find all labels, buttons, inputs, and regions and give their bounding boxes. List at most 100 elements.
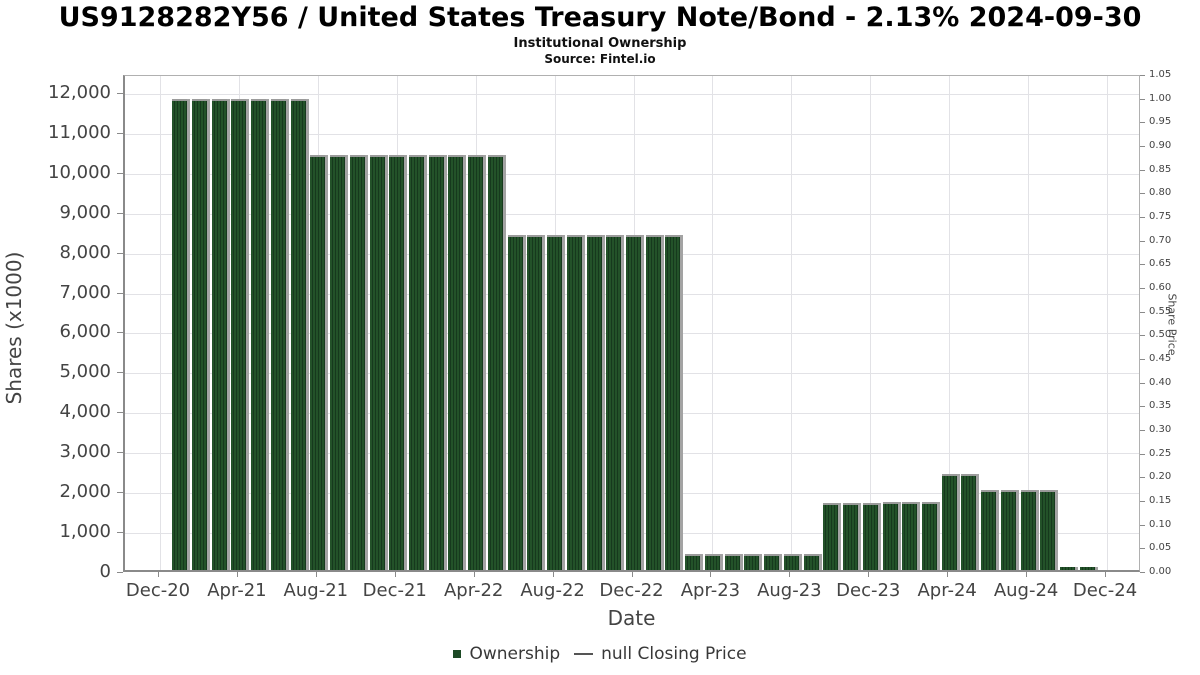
y-axis-tick-left: [117, 132, 123, 134]
ownership-bar: [744, 554, 760, 570]
y-tick-label-right: 0.45: [1149, 353, 1172, 364]
y-axis-tick-right: [1140, 169, 1145, 171]
ownership-bar: [1040, 490, 1056, 570]
y-tick-label-right: 0.10: [1149, 518, 1172, 530]
ownership-bar: [823, 503, 839, 570]
x-axis-tick: [473, 572, 475, 577]
vertical-gridline: [712, 76, 714, 570]
ownership-bar: [764, 554, 780, 570]
y-tick-label-left: 1,000: [59, 521, 111, 543]
x-axis-tick: [631, 572, 633, 577]
y-axis-tick-left: [117, 572, 123, 573]
y-tick-label-left: 9,000: [59, 201, 111, 223]
x-axis-tick: [1105, 572, 1107, 577]
y-tick-label-right: 0.20: [1149, 471, 1172, 483]
y-axis-tick-right: [1140, 406, 1145, 408]
y-axis-tick-right: [1140, 501, 1145, 502]
y-tick-label-right: 0.95: [1149, 116, 1172, 128]
ownership-bar: [921, 502, 937, 570]
y-tick-label-right: 0.65: [1149, 258, 1172, 270]
y-axis-tick-right: [1140, 572, 1145, 573]
ownership-bar: [310, 154, 326, 570]
y-tick-label-right: 0.05: [1149, 542, 1172, 554]
x-tick-label: Apr-21: [207, 580, 267, 601]
y-tick-label-right: 0.75: [1149, 211, 1172, 222]
vertical-gridline: [949, 76, 951, 570]
y-tick-label-right: 0.90: [1149, 140, 1172, 151]
y-tick-label-right: 0.60: [1149, 282, 1172, 293]
x-tick-label: Dec-22: [599, 580, 664, 601]
ownership-bar: [468, 154, 484, 570]
y-axis-tick-right: [1140, 359, 1145, 360]
ownership-bar: [1000, 490, 1016, 570]
ownership-bar: [290, 98, 306, 570]
x-tick-label: Dec-24: [1072, 580, 1138, 601]
x-axis-tick: [236, 572, 238, 577]
x-axis-tick: [947, 572, 949, 577]
ownership-bar: [251, 98, 267, 570]
x-tick-label: Apr-24: [917, 580, 977, 601]
ownership-bar: [172, 98, 188, 570]
vertical-gridline: [1107, 76, 1109, 570]
y-axis-tick-right: [1140, 524, 1145, 526]
y-axis-tick-left: [117, 172, 123, 174]
ownership-bar: [606, 234, 622, 570]
y-tick-label-left: 11,000: [48, 121, 111, 143]
plot-area: [123, 75, 1140, 572]
ownership-bar: [527, 234, 543, 570]
ownership-bar: [1060, 567, 1076, 570]
x-axis-tick: [394, 572, 396, 577]
ownership-bar: [981, 490, 997, 570]
ownership-bar: [487, 154, 503, 570]
y-tick-label-left: 5,000: [59, 361, 111, 383]
ownership-bar: [843, 503, 859, 570]
y-axis-tick-left: [117, 92, 123, 94]
y-axis-tick-left: [117, 492, 123, 494]
x-axis-tick: [710, 572, 712, 577]
y-axis-tick-right: [1140, 122, 1145, 124]
ownership-swatch-icon: [453, 650, 462, 658]
ownership-bar: [665, 234, 681, 570]
y-tick-label-right: 0.85: [1149, 163, 1172, 175]
ownership-bar: [685, 554, 701, 570]
y-axis-tick-right: [1140, 430, 1145, 431]
x-axis-tick: [315, 572, 317, 577]
y-tick-label-left: 4,000: [59, 401, 111, 423]
y-tick-label-left: 6,000: [59, 321, 111, 343]
x-tick-label: Apr-23: [680, 580, 741, 601]
ownership-bar: [704, 554, 720, 570]
y-axis-tick-right: [1140, 335, 1145, 337]
y-tick-label-right: 1.00: [1149, 92, 1172, 104]
y-axis-tick-left: [117, 412, 123, 414]
chart-title: US9128282Y56 / United States Treasury No…: [58, 2, 1142, 33]
ownership-bar: [1020, 490, 1036, 570]
ownership-bar: [586, 234, 602, 570]
y-tick-label-right: 0.00: [1149, 566, 1172, 577]
y-axis-tick-right: [1140, 217, 1145, 218]
y-tick-label-right: 0.25: [1149, 447, 1172, 459]
y-axis-tick-right: [1140, 382, 1145, 384]
x-tick-label: Aug-22: [520, 580, 585, 601]
y-axis-tick-right: [1140, 264, 1145, 266]
ownership-bar: [428, 154, 444, 570]
ownership-bar: [408, 154, 424, 570]
ownership-bar: [507, 234, 523, 570]
y-axis-tick-right: [1140, 477, 1145, 479]
y-axis-tick-left: [117, 372, 123, 374]
y-tick-label-right: 0.40: [1149, 376, 1172, 388]
x-tick-label: Dec-21: [362, 580, 427, 601]
y-axis-tick-right: [1140, 240, 1145, 242]
y-axis-tick-left: [117, 252, 123, 254]
y-axis-tick-right: [1140, 548, 1145, 550]
y-tick-label-right: 0.30: [1149, 424, 1172, 435]
y-axis-tick-right: [1140, 146, 1145, 147]
vertical-gridline: [160, 76, 161, 570]
y-axis-tick-left: [117, 532, 123, 534]
x-axis-tick: [552, 572, 554, 577]
y-tick-label-left: 7,000: [59, 281, 111, 303]
legend-label-closing-price: null Closing Price: [601, 644, 747, 664]
ownership-bar: [349, 154, 365, 570]
ownership-bar: [547, 234, 563, 570]
y-tick-label-right: 0.70: [1149, 234, 1172, 246]
horizontal-gridline: [125, 173, 1139, 175]
